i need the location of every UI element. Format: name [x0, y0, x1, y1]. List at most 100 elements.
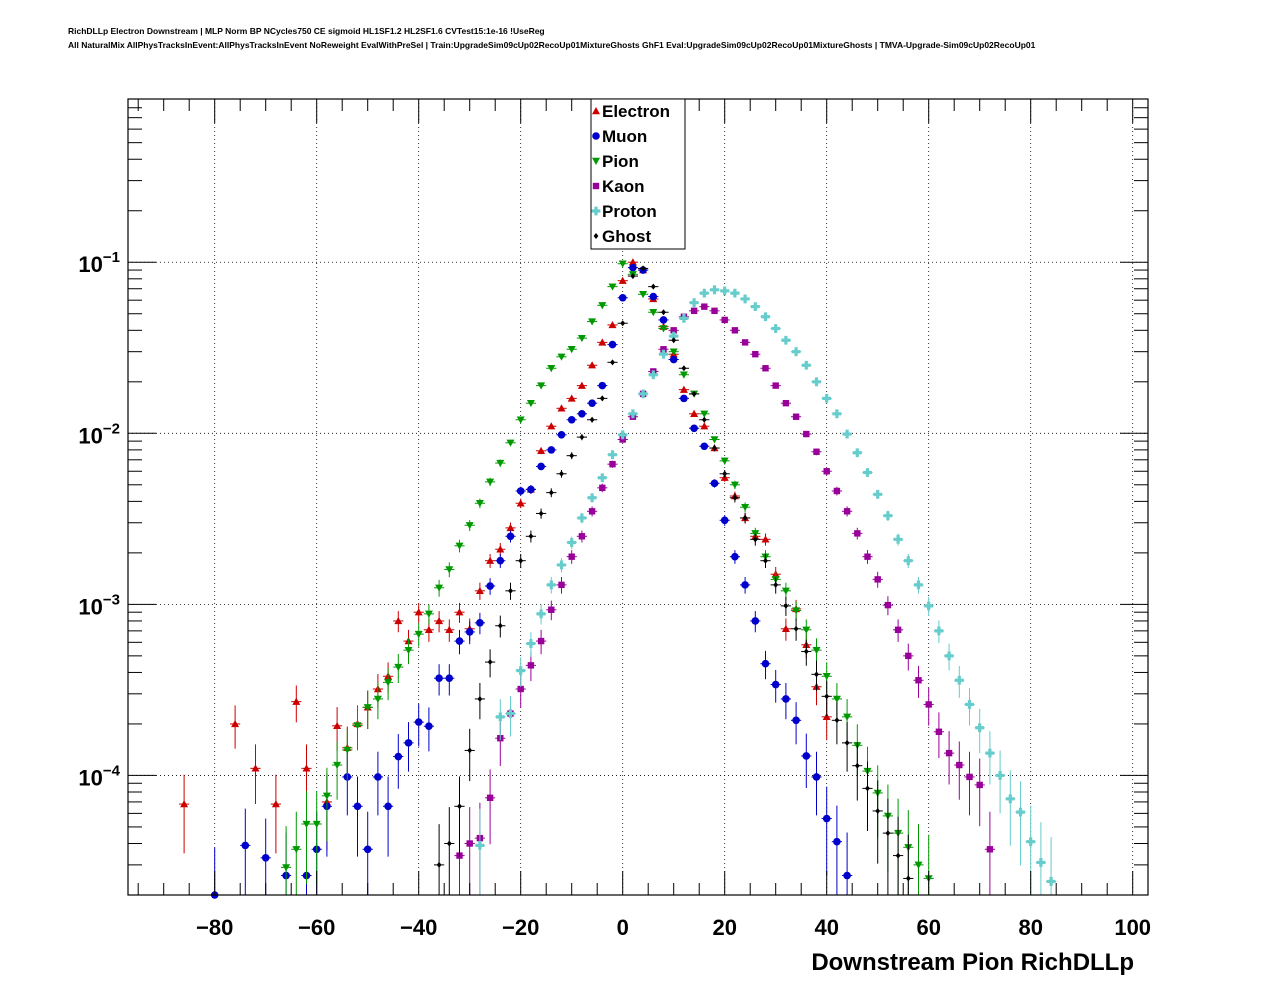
data-point	[506, 709, 515, 718]
data-point	[701, 416, 707, 423]
data-point	[710, 479, 719, 488]
data-point	[762, 365, 769, 372]
data-point	[333, 761, 342, 770]
data-point	[425, 722, 433, 730]
data-point	[495, 712, 505, 722]
data-point	[404, 646, 413, 655]
data-point	[404, 739, 413, 747]
data-point	[833, 487, 841, 495]
data-point	[691, 390, 697, 397]
data-point	[781, 587, 790, 595]
data-point	[681, 365, 687, 372]
data-point	[538, 510, 544, 517]
data-point	[740, 294, 750, 304]
data-point	[842, 429, 852, 439]
data-point	[476, 619, 484, 627]
data-point	[588, 318, 597, 326]
data-point	[394, 616, 403, 625]
data-point	[628, 258, 637, 266]
data-point	[548, 606, 555, 613]
data-point	[659, 325, 668, 333]
data-point	[803, 648, 809, 655]
data-point	[671, 337, 677, 344]
data-point	[648, 370, 658, 380]
data-point	[424, 610, 433, 618]
data-point	[659, 316, 668, 324]
data-point	[995, 771, 1005, 780]
data-point	[852, 448, 862, 458]
data-point	[559, 470, 564, 477]
data-point	[823, 468, 830, 475]
y-tick-label: 10−3	[78, 591, 120, 619]
data-point	[466, 840, 473, 847]
data-point	[475, 586, 484, 595]
data-point	[1046, 877, 1056, 886]
data-point	[914, 580, 923, 590]
data-point	[486, 794, 494, 802]
data-point	[763, 557, 768, 564]
data-point	[587, 493, 597, 503]
data-point	[730, 481, 739, 489]
data-point	[455, 608, 464, 616]
data-point	[752, 536, 758, 543]
data-point	[814, 671, 819, 678]
x-tick-label: −40	[400, 915, 437, 940]
data-point	[732, 494, 738, 501]
data-point	[487, 659, 493, 666]
data-point	[772, 382, 779, 389]
legend-marker	[593, 233, 599, 239]
data-point	[700, 442, 709, 451]
data-point	[599, 395, 605, 402]
data-point	[608, 283, 617, 291]
data-point	[1016, 807, 1025, 817]
data-point	[935, 728, 943, 735]
data-point	[231, 719, 240, 728]
data-point	[813, 448, 820, 455]
data-point	[925, 701, 932, 708]
data-point	[802, 752, 811, 760]
x-tick-label: 20	[712, 915, 736, 940]
data-point	[792, 413, 800, 420]
data-point	[496, 545, 505, 553]
data-point	[271, 800, 280, 808]
data-point	[640, 265, 646, 272]
data-point	[506, 532, 515, 541]
data-point	[944, 651, 954, 661]
data-point	[854, 530, 861, 537]
y-tick-label: 10−2	[78, 420, 120, 448]
data-point	[741, 339, 749, 346]
legend-label: Ghost	[602, 227, 651, 246]
data-point	[812, 773, 821, 781]
legend-label: Pion	[602, 152, 639, 171]
data-point	[618, 430, 628, 440]
data-point	[516, 499, 525, 507]
data-point	[568, 553, 575, 560]
data-point	[781, 335, 791, 345]
data-point	[822, 712, 831, 721]
data-point	[557, 431, 566, 439]
data-point	[782, 399, 790, 407]
data-point	[954, 675, 964, 685]
data-point	[446, 840, 452, 847]
legend-item-electron: Electron	[592, 102, 670, 121]
data-marks	[179, 258, 1057, 899]
legend-marker	[592, 157, 600, 165]
data-point	[689, 298, 699, 308]
legend-label: Kaon	[602, 177, 645, 196]
data-point	[475, 840, 485, 850]
data-point	[679, 313, 689, 323]
data-point	[893, 534, 903, 544]
data-point	[669, 355, 678, 364]
legend-label: Proton	[602, 202, 657, 221]
data-point	[1036, 858, 1046, 867]
data-point	[567, 346, 576, 354]
data-point	[791, 347, 801, 357]
data-point	[475, 500, 484, 508]
data-point	[516, 416, 525, 424]
data-point	[649, 309, 658, 317]
data-point	[782, 695, 790, 703]
data-point	[577, 334, 586, 343]
data-point	[773, 581, 779, 588]
data-point	[873, 489, 883, 499]
data-point	[435, 616, 444, 625]
